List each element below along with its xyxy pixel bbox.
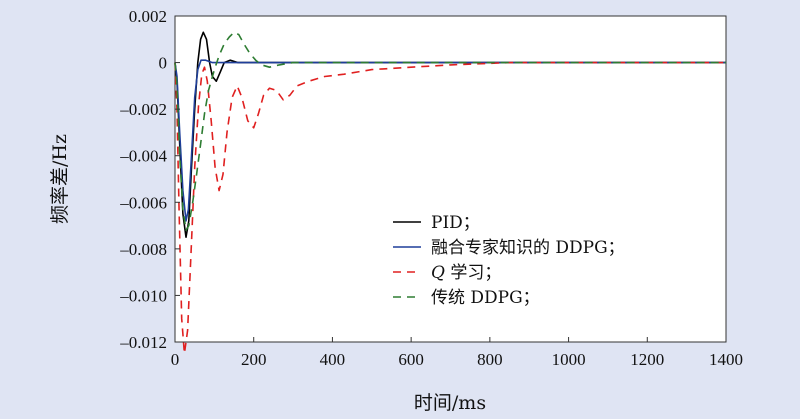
legend-label: Q 学习；	[431, 263, 501, 283]
y-tick-label: –0.006	[119, 193, 167, 212]
legend-label: 传统 DDPG；	[431, 288, 540, 308]
x-tick-label: 800	[477, 350, 503, 369]
series-layer	[174, 31, 726, 355]
series-line-1	[174, 59, 726, 222]
y-tick-label: –0.004	[119, 147, 167, 166]
series-line-3	[174, 31, 726, 231]
x-tick-label: 1000	[552, 350, 586, 369]
legend-label: PID；	[431, 213, 480, 233]
y-tick-label: 0	[159, 54, 168, 73]
y-axis-title: 频率差/Hz	[49, 134, 71, 224]
series-line-2	[174, 61, 726, 355]
y-tick-label: –0.012	[119, 333, 167, 352]
axes-layer: 0 200 400 600 800 1000 1200 1400 0.002 0 –0.002 –0.…	[119, 7, 743, 369]
x-tick-label: 200	[241, 350, 267, 369]
legend-label: 融合专家知识的 DDPG；	[431, 238, 625, 258]
x-tick-label: 400	[320, 350, 346, 369]
x-axis-title: 时间/ms	[414, 392, 486, 414]
x-tick-label: 1400	[709, 350, 743, 369]
x-tick-label: 0	[171, 350, 180, 369]
legend: PID； 融合专家知识的 DDPG； Q 学习； 传统 DDPG；	[393, 213, 625, 308]
y-tick-label: –0.002	[119, 100, 167, 119]
x-tick-label: 1200	[630, 350, 664, 369]
y-tick-label: –0.008	[119, 240, 167, 259]
x-tick-label: 600	[398, 350, 424, 369]
y-tick-label: –0.010	[119, 286, 167, 305]
y-tick-label: 0.002	[129, 7, 167, 26]
plot-area	[174, 15, 727, 343]
